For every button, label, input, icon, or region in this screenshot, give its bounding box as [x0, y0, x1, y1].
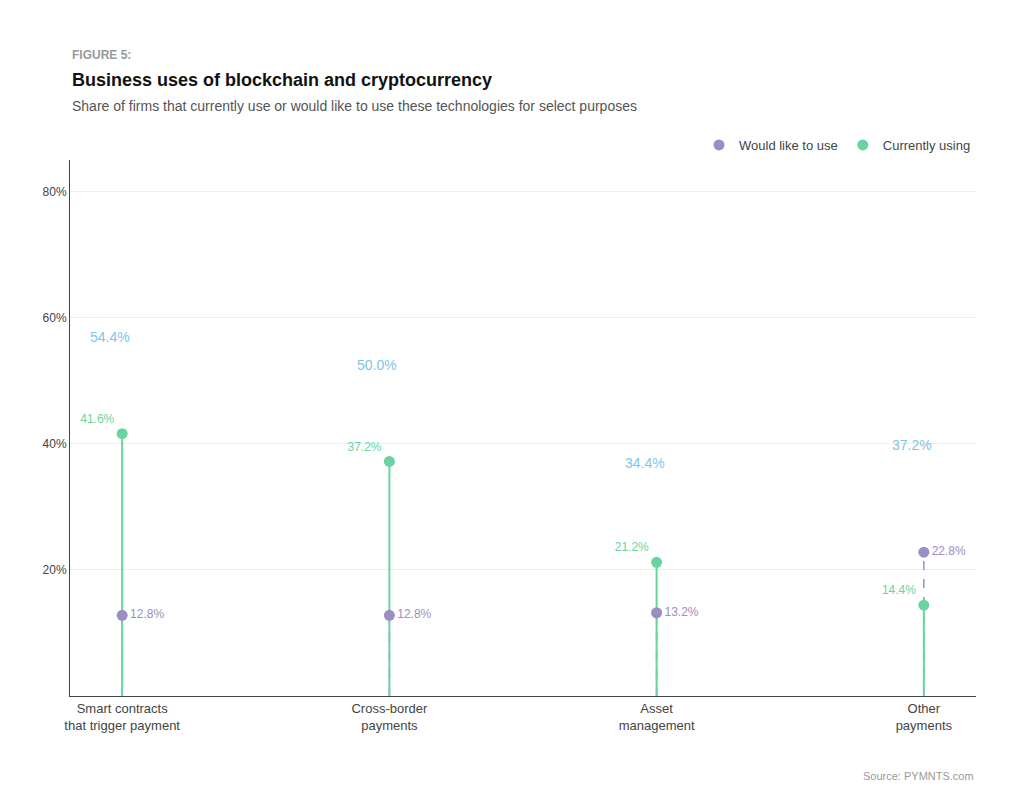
svg-text:Cross-borderpayments: Cross-borderpayments — [351, 701, 428, 733]
svg-text:Would like to use: Would like to use — [739, 138, 838, 153]
svg-text:22.8%: 22.8% — [932, 544, 966, 558]
svg-text:14.4%: 14.4% — [882, 583, 916, 597]
svg-text:Smart contractsthat trigger pa: Smart contractsthat trigger payment — [64, 701, 180, 733]
svg-text:34.4%: 34.4% — [625, 455, 665, 471]
svg-text:Business uses of blockchain an: Business uses of blockchain and cryptocu… — [72, 70, 492, 90]
svg-text:54.4%: 54.4% — [90, 329, 130, 345]
svg-text:Otherpayments: Otherpayments — [896, 701, 953, 733]
svg-text:12.8%: 12.8% — [130, 607, 164, 621]
svg-text:Currently using: Currently using — [883, 138, 970, 153]
svg-text:37.2%: 37.2% — [347, 440, 381, 454]
svg-text:Source: PYMNTS.com: Source: PYMNTS.com — [863, 770, 974, 782]
svg-text:50.0%: 50.0% — [357, 357, 397, 373]
svg-text:21.2%: 21.2% — [615, 540, 649, 554]
svg-text:60%: 60% — [43, 311, 67, 325]
svg-text:12.8%: 12.8% — [397, 607, 431, 621]
svg-text:Share of firms that currently: Share of firms that currently use or wou… — [72, 98, 637, 114]
svg-text:FIGURE 5:: FIGURE 5: — [72, 48, 131, 62]
svg-text:80%: 80% — [43, 185, 67, 199]
svg-text:Assetmanagement: Assetmanagement — [619, 701, 695, 733]
svg-text:13.2%: 13.2% — [664, 605, 698, 619]
svg-text:41.6%: 41.6% — [80, 412, 114, 426]
svg-text:40%: 40% — [43, 437, 67, 451]
svg-text:37.2%: 37.2% — [892, 437, 932, 453]
svg-text:20%: 20% — [43, 563, 67, 577]
